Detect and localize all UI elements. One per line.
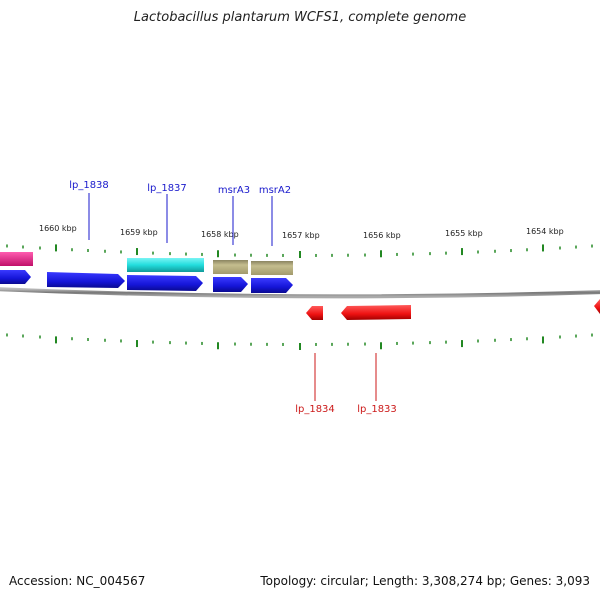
accession-text: Accession: NC_004567 [9,574,146,588]
label-lp-1837[interactable]: lp_1837 [147,183,187,194]
gene-msrA2[interactable] [251,261,293,275]
gene-blue-left[interactable] [0,270,31,284]
scale-ticks-inner [6,333,593,350]
label-lp-1834[interactable]: lp_1834 [295,404,335,415]
label-lp-1838[interactable]: lp_1838 [69,180,109,191]
gene-red-right[interactable] [594,299,600,314]
scale-label-1658: 1658 kbp [201,230,239,239]
label-msrA2[interactable]: msrA2 [259,185,291,196]
map-title: Lactobacillus plantarum WCFS1, complete … [133,10,467,25]
label-lp-1833[interactable]: lp_1833 [357,404,397,415]
gene-lp-1838[interactable] [47,272,125,288]
scale-label-1657: 1657 kbp [282,231,320,240]
gene-blue-msrA2[interactable] [251,278,293,293]
scale-label-1655: 1655 kbp [445,229,483,238]
scale-label-1654: 1654 kbp [526,227,564,236]
genome-backbone [0,287,600,299]
scale-label-1660: 1660 kbp [39,224,77,233]
gene-lp-1833[interactable] [341,305,411,320]
gene-lp-1834[interactable] [306,306,323,320]
scale-label-1659: 1659 kbp [120,228,158,237]
gene-msrA3[interactable] [213,260,248,274]
scale-label-1656: 1656 kbp [363,231,401,240]
gene-blue-msrA3[interactable] [213,277,248,292]
scale-ticks-outer [6,244,593,258]
label-msrA3[interactable]: msrA3 [218,185,250,196]
gene-magenta[interactable] [0,252,33,266]
gene-blue-lp-1837[interactable] [127,275,203,291]
gene-lp-1837[interactable] [127,258,204,272]
genome-summary-text: Topology: circular; Length: 3,308,274 bp… [260,574,590,588]
